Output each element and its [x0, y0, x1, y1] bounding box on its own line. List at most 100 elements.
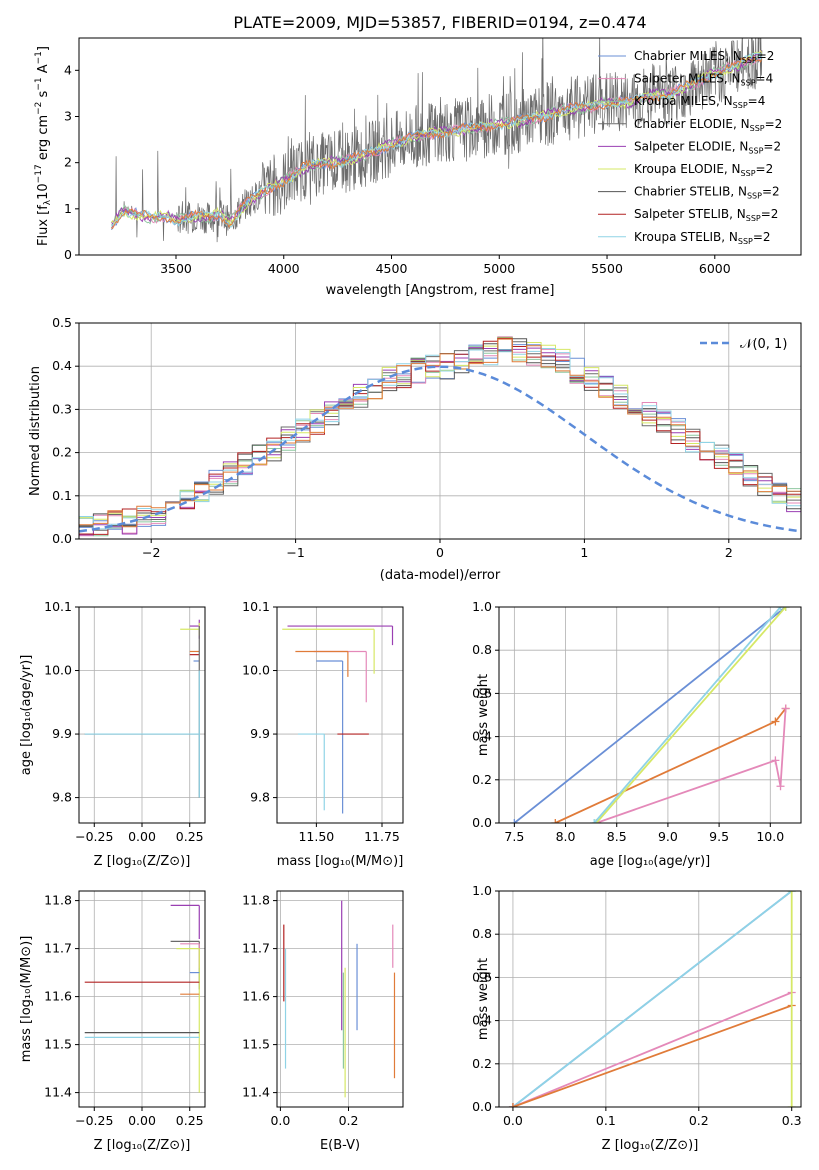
Z_massweight-ytick-label: 0.2 — [472, 1056, 492, 1071]
age_massweight-series-line — [513, 607, 787, 823]
age_massweight-marker — [590, 819, 599, 823]
age_massweight-series-line — [593, 607, 782, 823]
age_massweight-marker — [781, 704, 790, 713]
spectrum-legend-label: Kroupa ELODIE, NSSP=2 — [634, 162, 773, 178]
Z_massweight-xtick-label: 0.3 — [782, 1113, 802, 1128]
spectrum-plot-area — [110, 38, 763, 243]
spectrum-legend-label: Chabrier STELIB, NSSP=2 — [634, 185, 780, 201]
age_massweight-marker — [776, 782, 785, 791]
hist-ytick-label: 0.5 — [52, 315, 72, 330]
Z_massweight-ylabel: mass weight — [476, 958, 491, 1040]
hist-ytick-label: 0.1 — [52, 488, 72, 503]
age_massweight-xtick-label: 8.0 — [556, 829, 576, 844]
Z_massweight-xtick-label: 0.0 — [503, 1113, 523, 1128]
spectrum-legend-label: Kroupa STELIB, NSSP=2 — [634, 230, 771, 246]
Z_mass-ytick-label: 11.8 — [44, 893, 72, 908]
hist-series-step — [79, 344, 801, 530]
Z_mass-xtick-label: 0.25 — [176, 1113, 204, 1128]
Z_massweight-series-line — [512, 891, 793, 1107]
hist-xtick-label: 2 — [725, 545, 733, 560]
age_massweight-marker — [551, 819, 560, 823]
spectrum-axis-ticks: 3500 4000 4500 5000 5500 6000 0 1 2 3 4 — [64, 62, 731, 276]
mass_age-xlabel: mass [log₁₀(M/M⊙)] — [277, 854, 404, 869]
spectrum-model-line — [110, 49, 763, 227]
hist-plot-area — [79, 336, 801, 537]
panel-age_massweight: 7.5 8.0 8.5 9.0 9.5 10.0 0.0 0.2 0.4 0.6 0.8 1.0 age… — [472, 599, 802, 869]
Z_mass-ytick-label: 11.6 — [44, 989, 72, 1004]
spectrum-xtick-label: 6000 — [699, 261, 731, 276]
panel-EBV_mass: 0.0 0.2 11.4 11.5 11.6 11.7 11.8 E(B-V) — [242, 890, 404, 1153]
Z_age-ytick-label: 10.1 — [44, 599, 72, 614]
Z_massweight-ytick-label: 0.8 — [472, 926, 492, 941]
age_massweight-ylabel: mass weight — [476, 674, 491, 756]
panel-mass_age: 11.50 11.75 9.8 9.9 10.0 10.1 mass [log₁₀(M/M⊙… — [242, 599, 404, 869]
spectrum-legend: Chabrier MILES, NSSP=2 Salpeter MILES, NS… — [598, 49, 782, 246]
spectrum-legend-label: Kroupa MILES, NSSP=4 — [634, 94, 765, 110]
spectrum-frame — [78, 37, 802, 256]
spectrum-ytick-label: 2 — [64, 155, 72, 170]
hist-legend-label: 𝒩(0, 1) — [740, 337, 787, 352]
spectrum-legend-label: Salpeter MILES, NSSP=4 — [634, 72, 773, 88]
Z_massweight-marker — [787, 1103, 796, 1107]
age_massweight-series-line — [595, 607, 787, 823]
Z_massweight-marker — [508, 1103, 517, 1107]
Z_age-xlabel: Z [log₁₀(Z/Z⊙)] — [94, 854, 191, 869]
spectrum-xtick-label: 5000 — [483, 261, 515, 276]
mass_age-frame — [276, 606, 404, 824]
EBV_mass-frame — [276, 890, 404, 1108]
Z_massweight-ytick-label: 1.0 — [472, 883, 492, 898]
age_massweight-ytick-label: 0.0 — [472, 815, 492, 830]
hist-legend: 𝒩(0, 1) — [700, 337, 787, 352]
EBV_mass-ytick-label: 11.8 — [242, 893, 270, 908]
age_massweight-xtick-label: 9.0 — [658, 829, 678, 844]
Z_massweight-ytick-label: 0.0 — [472, 1099, 492, 1114]
age_massweight-marker — [771, 717, 780, 726]
Z_mass-xtick-label: −0.25 — [75, 1113, 113, 1128]
age_massweight-marker — [776, 607, 785, 611]
Z_mass-ylabel: mass [log₁₀(M/M⊙)] — [19, 936, 34, 1063]
spectrum-xtick-label: 3500 — [160, 261, 192, 276]
spectrum-ytick-label: 3 — [64, 108, 72, 123]
age_massweight-ytick-label: 0.2 — [472, 772, 492, 787]
Z_age-ytick-label: 9.9 — [52, 726, 72, 741]
EBV_mass-xtick-label: 0.0 — [270, 1113, 290, 1128]
mass_age-xtick-label: 11.75 — [364, 829, 400, 844]
panel-Z_mass: −0.25 0.00 0.25 11.4 11.5 11.6 11.7 11.8 Z [log₁… — [19, 890, 206, 1153]
age_massweight-marker — [781, 607, 790, 611]
spectrum-xlabel: wavelength [Angstrom, rest frame] — [326, 283, 555, 298]
hist-ytick-label: 0.2 — [52, 445, 72, 460]
Z_age-ylabel: age [log₁₀(age/yr)] — [19, 655, 34, 776]
mass_age-xtick-label: 11.50 — [298, 829, 334, 844]
spectrum-legend-label: Chabrier MILES, NSSP=2 — [634, 49, 774, 65]
hist-xlabel: (data-model)/error — [380, 568, 501, 583]
Z_mass-xlabel: Z [log₁₀(Z/Z⊙)] — [94, 1138, 191, 1153]
hist-series-step — [79, 338, 801, 528]
Z_age-xtick-label: 0.25 — [176, 829, 204, 844]
Z_massweight-series-line — [512, 991, 793, 1107]
spectrum-xtick-label: 4500 — [376, 261, 408, 276]
hist-ytick-label: 0.0 — [52, 531, 72, 546]
spectrum-ylabel: Flux [fλ10−17 erg cm−2 s−1 A−1] — [34, 46, 53, 246]
Z_age-xtick-label: −0.25 — [75, 829, 113, 844]
age_massweight-xlabel: age [log₁₀(age/yr)] — [590, 854, 711, 869]
hist-ylabel: Normed distribution — [28, 366, 43, 496]
spectrum-xtick-label: 4000 — [268, 261, 300, 276]
hist-xtick-label: 1 — [580, 545, 588, 560]
Z_massweight-ytick-label: 0.6 — [472, 969, 492, 984]
hist-ytick-label: 0.4 — [52, 358, 72, 373]
spectrum-legend-label: Salpeter ELODIE, NSSP=2 — [634, 139, 781, 155]
residual-hist-panel: −2 −1 0 1 2 0.0 0.1 0.2 0.3 0.4 0.5 (data-model)/e… — [28, 315, 802, 583]
spectrum-ytick-label: 4 — [64, 62, 72, 77]
figure-title: PLATE=2009, MJD=53857, FIBERID=0194, z=0… — [233, 13, 646, 32]
hist-series-step — [79, 348, 801, 530]
spectrum-legend-label: Salpeter STELIB, NSSP=2 — [634, 207, 778, 223]
hist-xtick-label: −2 — [142, 545, 160, 560]
age_massweight-ytick-label: 1.0 — [472, 599, 492, 614]
hist-series-step — [79, 336, 801, 531]
spectrum-model-line — [111, 55, 763, 229]
spectrum-ytick-label: 0 — [64, 247, 72, 262]
Z_mass-ytick-label: 11.7 — [44, 941, 72, 956]
EBV_mass-ytick-label: 11.4 — [242, 1085, 270, 1100]
panel-Z_age: −0.25 0.00 0.25 9.8 9.9 10.0 10.1 Z [log₁₀(Z/Z⊙… — [19, 599, 206, 869]
